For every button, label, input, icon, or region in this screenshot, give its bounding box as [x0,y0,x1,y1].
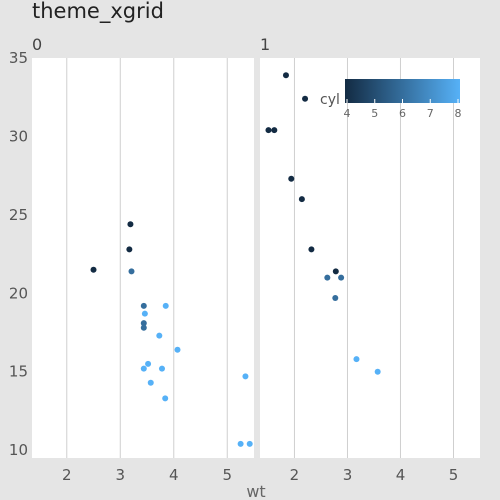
y-tick-label-20: 20 [9,284,28,302]
x-tick-label-1-4: 4 [396,466,406,484]
point-1-6 [288,175,295,182]
x-tick-label-1-5: 5 [449,466,459,484]
x-tick-label-0-3: 3 [115,466,125,484]
point-0-1 [126,246,133,253]
x-axis: 2 3 4 5 2 3 4 5 [62,466,458,484]
legend-tick-label-7: 7 [427,107,434,120]
point-0-5 [140,324,147,331]
point-1-10 [332,295,339,301]
x-tick-label-1-2: 2 [290,466,300,484]
x-tick-label-0-2: 2 [62,466,72,484]
y-axis: 10 15 20 25 30 35 [9,49,28,459]
panel-0 [32,58,254,458]
point-1-2 [308,246,315,253]
point-0-11 [158,365,165,372]
point-0-16 [140,365,147,372]
panel-1 [260,58,480,458]
grid-lines [66,58,454,458]
facet-strip-label-1: 1 [260,35,270,54]
point-1-5 [282,72,289,79]
point-1-4 [271,127,278,134]
point-0-7 [141,310,148,317]
legend-tick-label-6: 6 [399,107,406,120]
y-tick-label-25: 25 [9,206,28,224]
point-1-12 [332,268,339,275]
point-0-0 [90,266,97,273]
legend-tick-label-5: 5 [371,107,378,120]
point-0-8 [147,379,154,386]
y-tick-label-35: 35 [9,49,28,67]
facet-strip-label-0: 0 [32,35,42,54]
point-1-9 [353,356,360,363]
point-0-6 [140,320,147,327]
point-0-4 [140,302,147,309]
point-1-3 [302,95,309,102]
point-0-15 [145,360,152,367]
chart-title: theme_xgrid [32,0,164,24]
point-1-8 [265,127,272,134]
point-0-9 [174,346,181,353]
y-tick-label-10: 10 [9,441,28,459]
x-tick-label-0-5: 5 [222,466,232,484]
x-tick-label-0-4: 4 [169,466,179,484]
data-points [90,72,381,447]
x-axis-label: wt [246,482,265,500]
legend-tick-label-8: 8 [455,107,462,120]
point-0-13 [246,440,253,447]
legend-title: cyl [320,92,340,108]
legend-tick-label-4: 4 [344,107,351,120]
legend-ticks: 4 5 6 7 8 [344,99,462,120]
point-1-0 [324,274,331,281]
point-1-11 [374,368,381,375]
point-0-18 [162,302,169,309]
x-tick-label-1-3: 3 [343,466,353,484]
y-tick-label-15: 15 [9,363,28,381]
point-0-2 [127,221,134,228]
point-0-3 [128,268,135,275]
point-0-17 [162,395,169,402]
y-tick-label-30: 30 [9,127,28,145]
point-1-1 [338,274,345,281]
point-1-7 [298,196,305,203]
point-0-14 [242,373,249,380]
legend: cyl 4 5 6 7 8 [320,79,462,120]
point-0-12 [237,440,244,447]
point-0-10 [156,332,163,339]
